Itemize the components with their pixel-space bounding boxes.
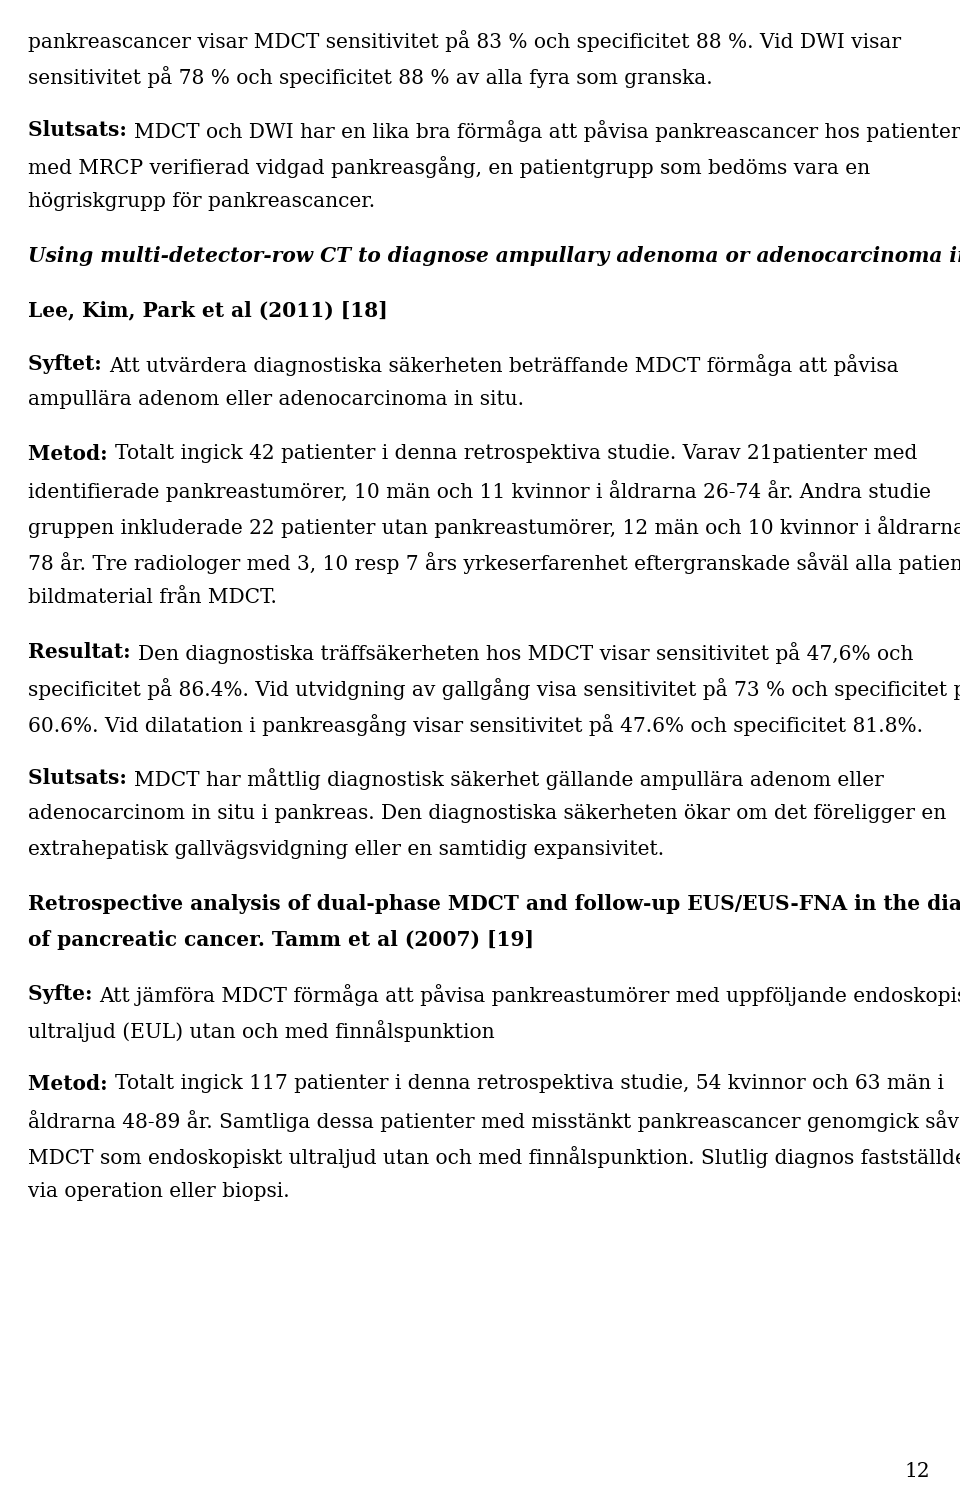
Text: Den diagnostiska träffsäkerheten hos MDCT visar sensitivitet på 47,6% och: Den diagnostiska träffsäkerheten hos MDC… <box>137 641 913 664</box>
Text: 60.6%. Vid dilatation i pankreasgång visar sensitivitet på 47.6% och specificite: 60.6%. Vid dilatation i pankreasgång vis… <box>28 714 923 736</box>
Text: med MRCP verifierad vidgad pankreasgång, en patientgrupp som bedöms vara en: med MRCP verifierad vidgad pankreasgång,… <box>28 155 870 178</box>
Text: Slutsats:: Slutsats: <box>28 768 133 788</box>
Text: gruppen inkluderade 22 patienter utan pankreastumörer, 12 män och 10 kvinnor i å: gruppen inkluderade 22 patienter utan pa… <box>28 516 960 539</box>
Text: Att jämföra MDCT förmåga att påvisa pankreastumörer med uppföljande endoskopiskt: Att jämföra MDCT förmåga att påvisa pank… <box>100 984 960 1007</box>
Text: Metod:: Metod: <box>28 444 114 463</box>
Text: of pancreatic cancer. Tamm et al (2007) [19]: of pancreatic cancer. Tamm et al (2007) … <box>28 930 534 951</box>
Text: Metod:: Metod: <box>28 1074 114 1094</box>
Text: via operation eller biopsi.: via operation eller biopsi. <box>28 1182 290 1201</box>
Text: sensitivitet på 78 % och specificitet 88 % av alla fyra som granska.: sensitivitet på 78 % och specificitet 88… <box>28 66 712 88</box>
Text: ampullära adenom eller adenocarcinoma in situ.: ampullära adenom eller adenocarcinoma in… <box>28 389 524 409</box>
Text: Totalt ingick 117 patienter i denna retrospektiva studie, 54 kvinnor och 63 män : Totalt ingick 117 patienter i denna retr… <box>114 1074 944 1093</box>
Text: bildmaterial från MDCT.: bildmaterial från MDCT. <box>28 589 276 607</box>
Text: specificitet på 86.4%. Vid utvidgning av gallgång visa sensitivitet på 73 % och : specificitet på 86.4%. Vid utvidgning av… <box>28 678 960 700</box>
Text: Syftet:: Syftet: <box>28 355 108 374</box>
Text: MDCT och DWI har en lika bra förmåga att påvisa pankreascancer hos patienter: MDCT och DWI har en lika bra förmåga att… <box>133 121 960 142</box>
Text: extrahepatisk gallvägsvidgning eller en samtidig expansivitet.: extrahepatisk gallvägsvidgning eller en … <box>28 841 664 859</box>
Text: MDCT har måttlig diagnostisk säkerhet gällande ampullära adenom eller: MDCT har måttlig diagnostisk säkerhet gä… <box>133 768 884 791</box>
Text: Resultat:: Resultat: <box>28 641 137 662</box>
Text: Lee, Kim, Park et al (2011) [18]: Lee, Kim, Park et al (2011) [18] <box>28 300 388 320</box>
Text: 78 år. Tre radiologer med 3, 10 resp 7 års yrkeserfarenhet eftergranskade såväl : 78 år. Tre radiologer med 3, 10 resp 7 å… <box>28 552 960 573</box>
Text: högriskgrupp för pankreascancer.: högriskgrupp för pankreascancer. <box>28 192 375 211</box>
Text: ultraljud (EUL) utan och med finnålspunktion: ultraljud (EUL) utan och med finnålspunk… <box>28 1020 494 1043</box>
Text: åldrarna 48-89 år. Samtliga dessa patienter med misstänkt pankreascancer genomgi: åldrarna 48-89 år. Samtliga dessa patien… <box>28 1111 960 1132</box>
Text: adenocarcinom in situ i pankreas. Den diagnostiska säkerheten ökar om det föreli: adenocarcinom in situ i pankreas. Den di… <box>28 804 947 822</box>
Text: Att utvärdera diagnostiska säkerheten beträffande MDCT förmåga att påvisa: Att utvärdera diagnostiska säkerheten be… <box>108 355 899 376</box>
Text: MDCT som endoskopiskt ultraljud utan och med finnålspunktion. Slutlig diagnos fa: MDCT som endoskopiskt ultraljud utan och… <box>28 1145 960 1168</box>
Text: Totalt ingick 42 patienter i denna retrospektiva studie. Varav 21patienter med: Totalt ingick 42 patienter i denna retro… <box>114 444 917 463</box>
Text: 12: 12 <box>904 1462 930 1480</box>
Text: identifierade pankreastumörer, 10 män och 11 kvinnor i åldrarna 26-74 år. Andra : identifierade pankreastumörer, 10 män oc… <box>28 480 931 502</box>
Text: Retrospective analysis of dual-phase MDCT and follow-up EUS/EUS-FNA in the diagn: Retrospective analysis of dual-phase MDC… <box>28 893 960 914</box>
Text: Slutsats:: Slutsats: <box>28 121 133 140</box>
Text: pankreascancer visar MDCT sensitivitet på 83 % och specificitet 88 %. Vid DWI vi: pankreascancer visar MDCT sensitivitet p… <box>28 30 901 51</box>
Text: Using multi-detector-row CT to diagnose ampullary adenoma or adenocarcinoma in s: Using multi-detector-row CT to diagnose … <box>28 246 960 266</box>
Text: Syfte:: Syfte: <box>28 984 100 1003</box>
